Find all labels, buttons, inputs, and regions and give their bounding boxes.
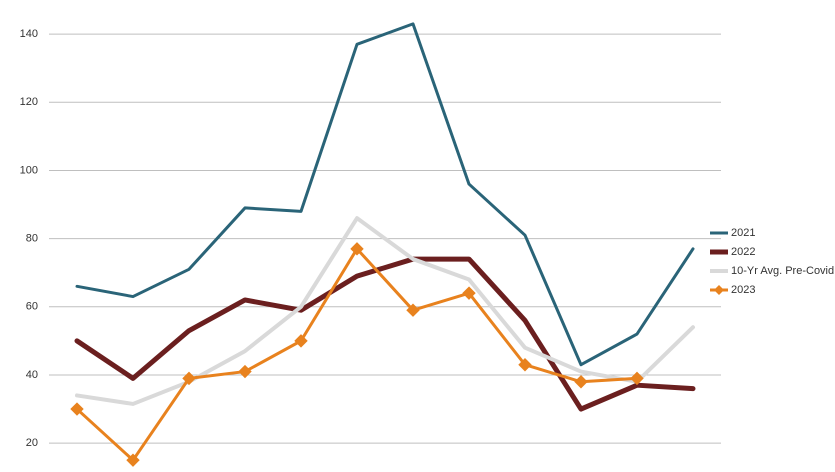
marker [70, 402, 84, 416]
y-tick-label: 80 [26, 233, 38, 245]
legend-label: 2022 [731, 246, 755, 258]
legend-label: 2023 [731, 284, 755, 296]
marker [238, 364, 252, 379]
series-line [74, 256, 696, 412]
legend-marker [714, 285, 724, 295]
marker [294, 334, 308, 348]
marker [350, 242, 364, 256]
legend-label: 10-Yr Avg. Pre-Covid [731, 265, 834, 277]
marker [518, 358, 532, 372]
y-tick-label: 100 [20, 164, 38, 176]
series-line [75, 216, 695, 406]
marker [182, 371, 196, 386]
y-tick-label: 60 [26, 301, 38, 313]
marker [126, 453, 140, 467]
series-line [75, 22, 695, 367]
y-tick-label: 140 [20, 28, 38, 40]
marker [406, 303, 420, 317]
y-tick-label: 120 [20, 96, 38, 108]
marker [574, 375, 588, 389]
marker [462, 286, 476, 300]
y-tick-label: 40 [26, 369, 38, 381]
y-tick-label: 20 [26, 437, 38, 449]
legend-label: 2021 [731, 227, 755, 239]
marker [630, 371, 644, 386]
